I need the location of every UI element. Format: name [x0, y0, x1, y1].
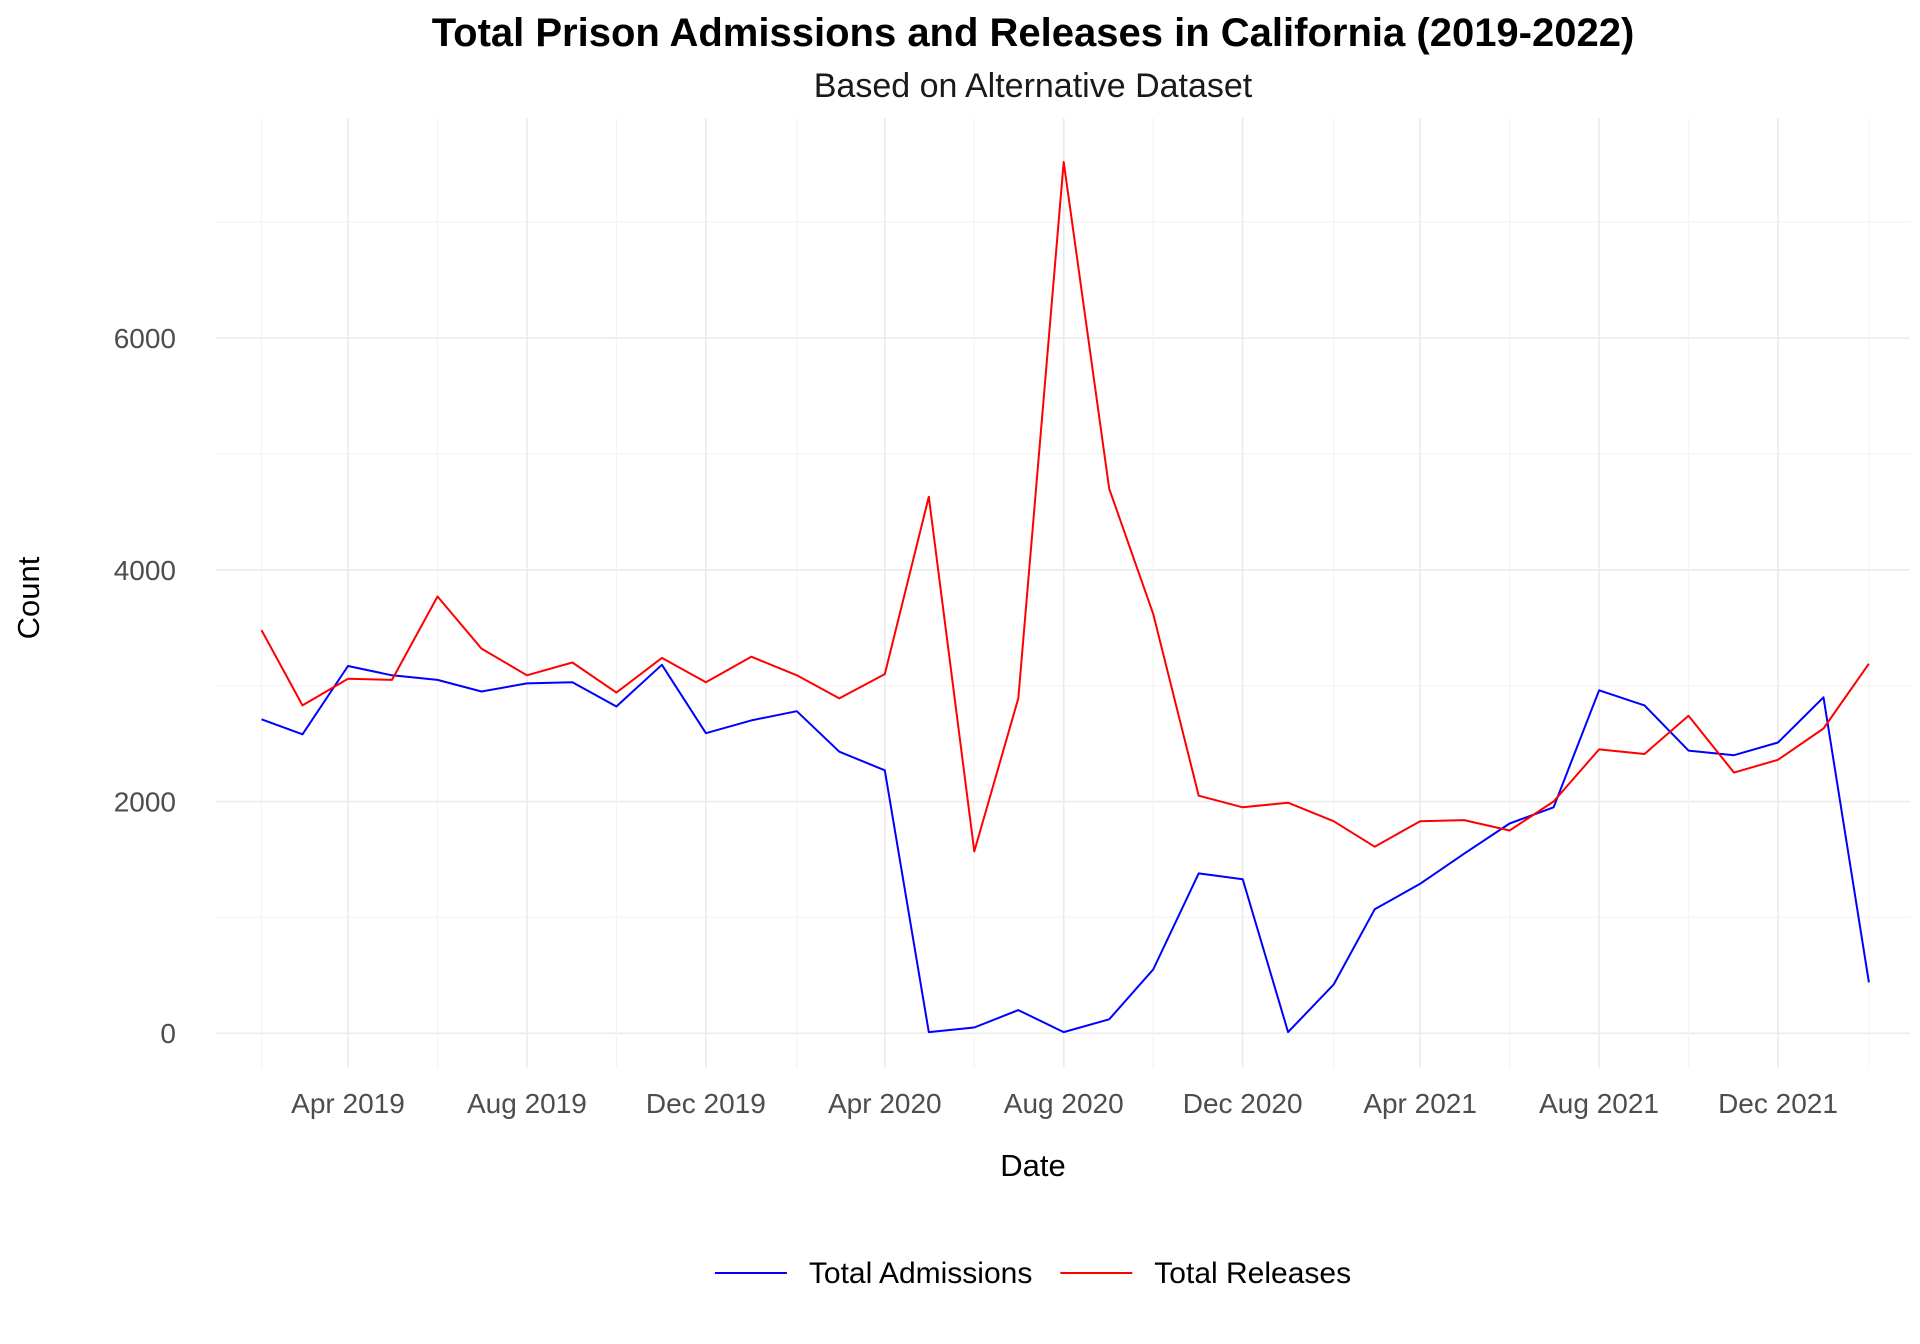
x-tick-label: Aug 2019: [467, 1088, 587, 1119]
series-line-total-admissions: [261, 663, 1870, 1034]
x-tick-label: Dec 2020: [1183, 1088, 1303, 1119]
x-tick-label: Aug 2021: [1539, 1088, 1659, 1119]
y-tick-label: 6000: [114, 323, 176, 354]
chart-subtitle: Based on Alternative Dataset: [814, 67, 1253, 105]
y-tick-label: 0: [160, 1018, 176, 1049]
x-tick-label: Dec 2019: [646, 1088, 766, 1119]
series-lines: [260, 161, 1870, 1034]
x-axis-ticks: Apr 2019 Aug 2019 Dec 2019 Apr 2020 Aug 2020…: [291, 1088, 1838, 1119]
x-tick-label: Aug 2020: [1004, 1088, 1124, 1119]
legend-item: Total Releases: [1060, 1257, 1351, 1290]
legend-label: Total Releases: [1154, 1257, 1351, 1290]
x-tick-label: Apr 2019: [291, 1088, 405, 1119]
y-tick-label: 4000: [114, 555, 176, 586]
series-line-total-releases: [260, 161, 1870, 853]
chart-legend: Total Admissions Total Releases: [714, 1257, 1351, 1290]
x-tick-label: Dec 2021: [1718, 1088, 1838, 1119]
legend-item: Total Admissions: [714, 1257, 1032, 1290]
x-tick-label: Apr 2020: [828, 1088, 942, 1119]
y-axis-title: Count: [11, 556, 46, 639]
legend-label: Total Admissions: [809, 1257, 1032, 1290]
plot-grid: [216, 118, 1910, 1068]
x-axis-title: Date: [1000, 1148, 1065, 1183]
y-axis-ticks: 0 2000 4000 6000: [114, 323, 176, 1049]
chart-title: Total Prison Admissions and Releases in …: [432, 11, 1635, 55]
x-tick-label: Apr 2021: [1363, 1088, 1477, 1119]
y-tick-label: 2000: [114, 787, 176, 818]
